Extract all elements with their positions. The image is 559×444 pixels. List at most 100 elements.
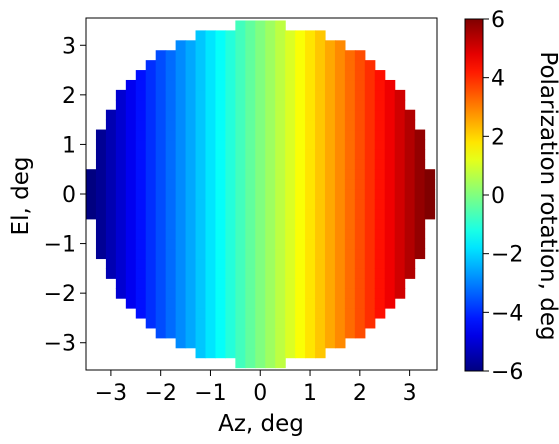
heatmap-cell <box>95 238 107 250</box>
heatmap-cell <box>215 248 227 260</box>
heatmap-cell <box>275 79 286 91</box>
heatmap-cell <box>195 248 207 260</box>
heatmap-cell <box>145 79 157 91</box>
heatmap-cell <box>394 129 406 141</box>
heatmap-cell <box>334 79 346 91</box>
heatmap-cell <box>324 60 336 71</box>
heatmap-cell <box>175 238 187 250</box>
heatmap-cell <box>364 179 376 190</box>
heatmap-cell <box>125 228 137 240</box>
heatmap-cell <box>384 268 396 279</box>
heatmap-cell <box>125 208 137 220</box>
heatmap-cell <box>364 208 376 220</box>
heatmap-cell <box>205 30 217 41</box>
heatmap-cell <box>265 60 276 71</box>
heatmap-cell <box>125 268 137 279</box>
heatmap-cell <box>295 327 306 339</box>
heatmap-cell <box>165 169 177 180</box>
heatmap-cell <box>404 268 416 279</box>
heatmap-cell <box>414 238 426 250</box>
heatmap-cell <box>135 288 147 299</box>
heatmap-cell <box>285 40 296 51</box>
heatmap-cell <box>265 238 276 250</box>
heatmap-cell <box>414 169 426 180</box>
heatmap-cell <box>225 99 236 111</box>
heatmap-cell <box>145 218 157 230</box>
heatmap-cell <box>115 268 127 279</box>
heatmap-cell <box>315 288 326 299</box>
heatmap-cell <box>384 228 396 240</box>
heatmap-cell <box>334 298 346 309</box>
heatmap-cell <box>235 298 246 309</box>
heatmap-cell <box>225 189 236 200</box>
heatmap-cell <box>404 119 416 131</box>
heatmap-cell <box>185 337 197 349</box>
heatmap-cell <box>165 258 177 269</box>
colorbar-label: Polarization rotation, deg <box>535 51 559 340</box>
heatmap-cell <box>175 337 187 349</box>
heatmap-cell <box>165 198 177 210</box>
heatmap-cell <box>295 79 306 91</box>
heatmap-cell <box>115 288 127 299</box>
heatmap-cell <box>315 89 326 101</box>
heatmap-cell <box>205 298 217 309</box>
heatmap-cell <box>135 99 147 111</box>
heatmap-cell <box>315 159 326 170</box>
heatmap-cell <box>165 317 177 329</box>
heatmap-cell <box>155 70 167 81</box>
heatmap-cell <box>245 40 256 51</box>
heatmap-cell <box>305 337 316 349</box>
heatmap-cell <box>225 258 236 269</box>
heatmap-cell <box>305 60 316 71</box>
heatmap-cell <box>105 228 117 240</box>
heatmap-cell <box>195 89 207 101</box>
heatmap-cell <box>354 129 366 141</box>
heatmap-cell <box>235 198 246 210</box>
heatmap-cell <box>255 40 266 51</box>
heatmap-cell <box>394 228 406 240</box>
heatmap-cell <box>285 179 296 190</box>
heatmap-cell <box>315 317 326 329</box>
heatmap-cell <box>145 119 157 131</box>
heatmap-cell <box>344 179 356 190</box>
heatmap-cell <box>394 119 406 131</box>
heatmap-cell <box>245 248 256 260</box>
heatmap-cell <box>255 79 266 91</box>
heatmap-cell <box>215 198 227 210</box>
heatmap-cell <box>384 278 396 289</box>
heatmap-cell <box>215 169 227 180</box>
heatmap-cell <box>285 89 296 101</box>
heatmap-cell <box>245 218 256 230</box>
heatmap-cell <box>324 337 336 349</box>
heatmap-cell <box>384 258 396 269</box>
heatmap-cell <box>205 317 217 329</box>
heatmap-cell <box>95 159 107 170</box>
heatmap-cell <box>175 159 187 170</box>
heatmap-cell <box>334 149 346 160</box>
heatmap-cell <box>205 228 217 240</box>
heatmap-cell <box>354 288 366 299</box>
heatmap-cell <box>404 238 416 250</box>
heatmap-cell <box>275 317 286 329</box>
heatmap-cell <box>175 60 187 71</box>
heatmap-cell <box>145 99 157 111</box>
heatmap-cell <box>315 208 326 220</box>
heatmap-cell <box>225 317 236 329</box>
heatmap-cell <box>324 129 336 141</box>
heatmap-cell <box>205 139 217 150</box>
heatmap-cell <box>235 228 246 240</box>
heatmap-cell <box>185 278 197 289</box>
heatmap-cell <box>225 218 236 230</box>
heatmap-cell <box>384 109 396 121</box>
heatmap-cell <box>225 238 236 250</box>
colorbar-ticks: −6 −4 −2 0 2 4 6 <box>483 8 523 385</box>
heatmap-cell <box>384 89 396 101</box>
heatmap-cell <box>285 159 296 170</box>
colorbar-tick-label: −6 <box>491 360 523 385</box>
heatmap-cell <box>245 357 256 369</box>
heatmap-cell <box>305 258 316 269</box>
heatmap-cell <box>354 60 366 71</box>
heatmap-cell <box>285 109 296 121</box>
heatmap-cell <box>424 208 436 220</box>
heatmap-cell <box>155 89 167 101</box>
